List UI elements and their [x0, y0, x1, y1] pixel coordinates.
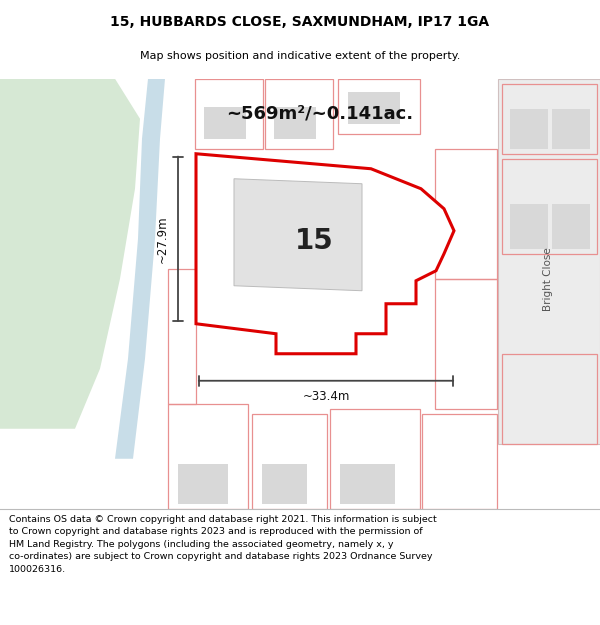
Text: ~27.9m: ~27.9m [155, 215, 169, 262]
Bar [178, 464, 228, 504]
Bar [338, 79, 420, 134]
Bar [502, 84, 597, 154]
Text: 15: 15 [295, 227, 334, 255]
Text: 15, HUBBARDS CLOSE, SAXMUNDHAM, IP17 1GA: 15, HUBBARDS CLOSE, SAXMUNDHAM, IP17 1GA [110, 15, 490, 29]
Bar [435, 149, 497, 279]
Bar [274, 107, 316, 139]
Bar [510, 204, 548, 249]
Bar [340, 464, 395, 504]
Bar [498, 79, 600, 444]
Text: ~569m²/~0.141ac.: ~569m²/~0.141ac. [226, 105, 413, 122]
Bar [422, 414, 497, 509]
Bar [502, 354, 597, 444]
Bar [348, 92, 400, 124]
Bar [510, 109, 548, 149]
Polygon shape [0, 79, 140, 429]
Text: Map shows position and indicative extent of the property.: Map shows position and indicative extent… [140, 51, 460, 61]
Bar [552, 204, 590, 249]
Bar [435, 279, 497, 409]
Bar [330, 409, 420, 509]
Bar [252, 414, 327, 509]
Bar [168, 404, 248, 509]
Bar [168, 269, 196, 404]
Bar [195, 79, 263, 149]
Bar [502, 159, 597, 254]
Text: Bright Close: Bright Close [543, 247, 553, 311]
Polygon shape [115, 79, 165, 459]
Bar [262, 464, 307, 504]
Text: ~33.4m: ~33.4m [302, 390, 350, 403]
Polygon shape [234, 179, 362, 291]
Text: Contains OS data © Crown copyright and database right 2021. This information is : Contains OS data © Crown copyright and d… [9, 515, 437, 574]
Polygon shape [196, 154, 454, 354]
Bar [204, 107, 246, 139]
Bar [265, 79, 333, 149]
Bar [552, 109, 590, 149]
